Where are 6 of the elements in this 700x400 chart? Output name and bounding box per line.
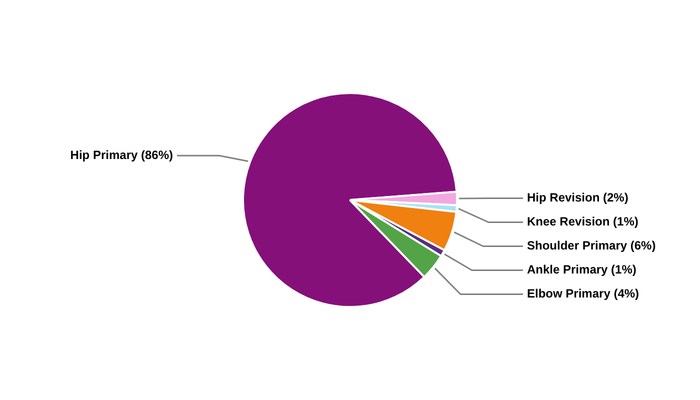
slice-label: Hip Primary (86%): [70, 148, 174, 162]
slice-label: Shoulder Primary (6%): [527, 238, 656, 253]
slice-label: Hip Revision (2%): [527, 190, 628, 205]
slice-label: Knee Revision (1%): [527, 214, 638, 229]
slice-label: Ankle Primary (1%): [527, 262, 636, 277]
slice-label: Elbow Primary (4%): [527, 286, 640, 301]
